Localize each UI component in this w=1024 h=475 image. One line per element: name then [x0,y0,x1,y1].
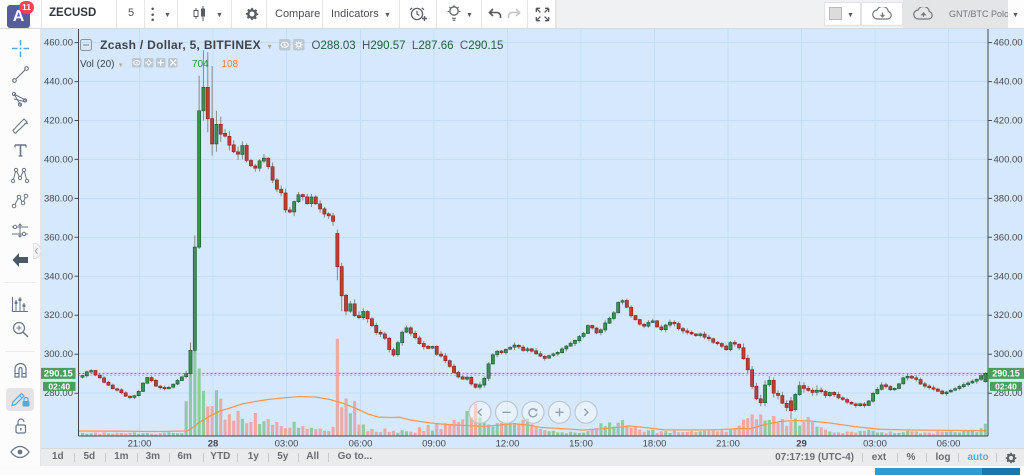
svg-text:380.00: 380.00 [994,193,1023,204]
svg-text:340.00: 340.00 [44,271,73,282]
svg-text:03:00: 03:00 [863,439,887,449]
svg-text:440.00: 440.00 [44,77,73,88]
svg-text:06:00: 06:00 [937,439,961,449]
svg-text:03:00: 03:00 [275,439,299,449]
svg-text:360.00: 360.00 [994,232,1023,243]
svg-text:300.00: 300.00 [44,349,73,360]
svg-text:280.00: 280.00 [994,388,1023,399]
svg-text:29: 29 [796,439,807,449]
svg-text:280.00: 280.00 [44,388,73,399]
svg-text:460.00: 460.00 [994,38,1023,49]
svg-text:06:00: 06:00 [349,439,373,449]
svg-text:380.00: 380.00 [44,193,73,204]
svg-text:420.00: 420.00 [994,116,1023,127]
svg-text:320.00: 320.00 [994,310,1023,321]
svg-text:290.15: 290.15 [44,369,74,380]
svg-text:360.00: 360.00 [44,232,73,243]
svg-text:02:40: 02:40 [48,382,70,392]
svg-text:460.00: 460.00 [44,38,73,49]
svg-text:28: 28 [208,439,219,449]
svg-text:300.00: 300.00 [994,349,1023,360]
svg-text:440.00: 440.00 [994,77,1023,88]
svg-text:420.00: 420.00 [44,116,73,127]
svg-text:15:00: 15:00 [569,439,593,449]
svg-text:340.00: 340.00 [994,271,1023,282]
svg-text:12:00: 12:00 [496,439,520,449]
svg-text:400.00: 400.00 [44,154,73,165]
svg-text:290.15: 290.15 [992,369,1020,379]
svg-text:400.00: 400.00 [994,154,1023,165]
svg-text:320.00: 320.00 [44,310,73,321]
svg-text:02:40: 02:40 [995,382,1017,392]
svg-text:09:00: 09:00 [422,439,446,449]
svg-text:21:00: 21:00 [716,439,740,449]
svg-text:21:00: 21:00 [128,439,152,449]
svg-text:18:00: 18:00 [643,439,667,449]
